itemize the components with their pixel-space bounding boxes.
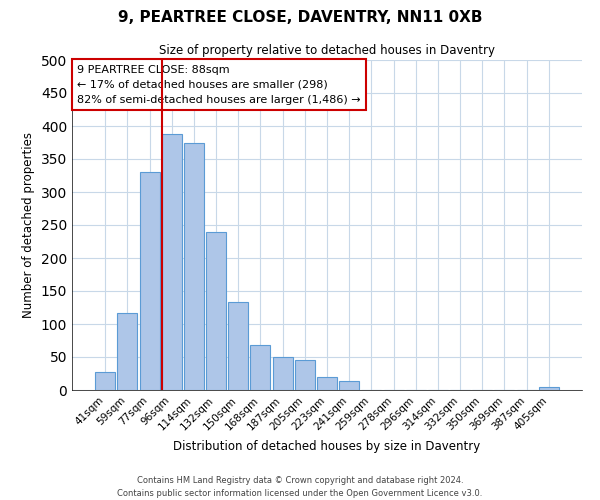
- Bar: [118, 313, 137, 390]
- Bar: [162, 134, 182, 390]
- Bar: [140, 172, 160, 390]
- Bar: [272, 357, 293, 390]
- Bar: [228, 302, 248, 390]
- Y-axis label: Number of detached properties: Number of detached properties: [22, 132, 35, 318]
- Text: 9 PEARTREE CLOSE: 88sqm
← 17% of detached houses are smaller (298)
82% of semi-d: 9 PEARTREE CLOSE: 88sqm ← 17% of detache…: [77, 65, 361, 104]
- Bar: [95, 372, 115, 390]
- Text: 9, PEARTREE CLOSE, DAVENTRY, NN11 0XB: 9, PEARTREE CLOSE, DAVENTRY, NN11 0XB: [118, 10, 482, 25]
- Bar: [339, 382, 359, 390]
- Bar: [539, 386, 559, 390]
- Bar: [295, 360, 315, 390]
- Title: Size of property relative to detached houses in Daventry: Size of property relative to detached ho…: [159, 44, 495, 58]
- Bar: [250, 345, 271, 390]
- X-axis label: Distribution of detached houses by size in Daventry: Distribution of detached houses by size …: [173, 440, 481, 453]
- Bar: [206, 232, 226, 390]
- Text: Contains HM Land Registry data © Crown copyright and database right 2024.
Contai: Contains HM Land Registry data © Crown c…: [118, 476, 482, 498]
- Bar: [317, 377, 337, 390]
- Bar: [184, 142, 204, 390]
